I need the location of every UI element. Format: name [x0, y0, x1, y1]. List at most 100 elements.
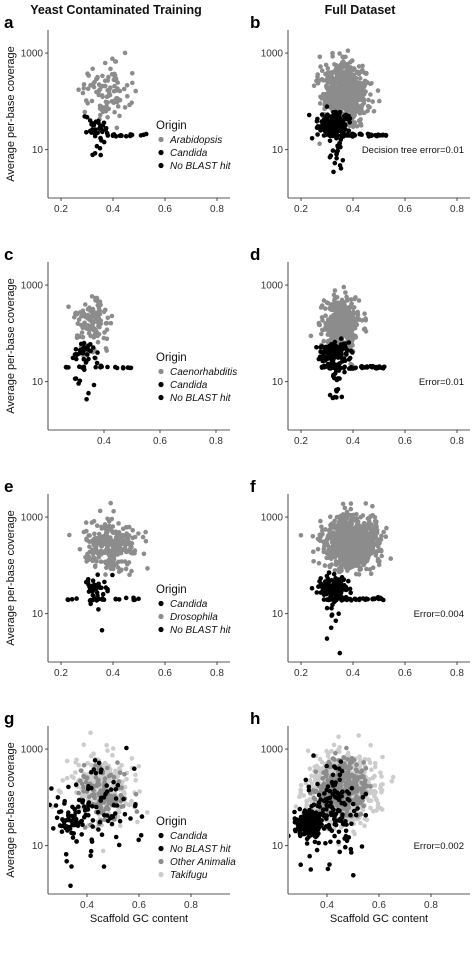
data-point — [73, 376, 79, 381]
data-point — [345, 48, 351, 53]
data-point — [95, 810, 101, 815]
data-point — [106, 519, 112, 524]
data-point — [143, 529, 148, 535]
data-point — [97, 308, 102, 313]
data-point — [380, 754, 385, 760]
data-point — [81, 804, 87, 809]
data-point — [318, 518, 323, 524]
data-point — [95, 333, 100, 339]
data-point — [95, 778, 101, 784]
data-point — [86, 803, 91, 808]
data-point — [374, 541, 380, 547]
data-point — [86, 343, 91, 349]
x-tick-label: 0.6 — [153, 436, 167, 447]
points-layer — [63, 294, 134, 402]
legend-entry-label: Candida — [170, 599, 208, 610]
data-point — [323, 306, 328, 311]
data-point — [375, 558, 381, 564]
data-point — [338, 355, 344, 361]
data-point — [54, 815, 60, 821]
data-point — [84, 559, 89, 564]
data-point — [366, 97, 371, 103]
data-point — [129, 798, 134, 804]
data-point — [98, 318, 104, 324]
data-point — [351, 108, 356, 114]
data-point — [128, 816, 133, 821]
data-point — [138, 133, 144, 138]
panel-letter: c — [4, 245, 13, 264]
data-point — [360, 795, 366, 800]
data-point — [112, 811, 118, 816]
data-point — [327, 364, 333, 369]
data-point — [78, 819, 83, 825]
data-point — [348, 506, 354, 512]
points-layer — [65, 500, 150, 633]
data-point — [280, 799, 285, 804]
data-point — [341, 755, 346, 760]
data-point — [323, 313, 328, 319]
data-point — [55, 795, 61, 800]
data-point — [105, 315, 111, 321]
data-point — [374, 808, 379, 813]
data-point — [330, 772, 336, 778]
data-point — [136, 764, 142, 769]
data-point — [91, 320, 96, 325]
data-point — [115, 104, 121, 109]
data-point — [108, 320, 114, 326]
data-point — [339, 345, 345, 351]
data-point — [79, 832, 84, 837]
data-point — [102, 105, 107, 111]
panel-letter: e — [4, 477, 13, 496]
data-point — [330, 547, 336, 553]
data-point — [348, 297, 354, 302]
data-point — [67, 826, 73, 831]
data-point — [324, 86, 330, 91]
data-point — [91, 518, 97, 524]
data-point — [132, 534, 138, 540]
data-point — [92, 133, 98, 139]
data-point — [87, 598, 93, 603]
data-point — [88, 308, 93, 314]
data-point — [329, 535, 334, 540]
data-point — [113, 59, 119, 64]
data-point — [331, 352, 337, 358]
data-point — [111, 774, 117, 780]
data-point — [118, 533, 123, 538]
data-point — [117, 823, 123, 829]
data-point — [116, 569, 122, 575]
data-point — [298, 791, 304, 796]
y-tick-label: 10 — [272, 377, 284, 388]
data-point — [71, 831, 76, 836]
data-point — [82, 114, 87, 119]
data-point — [338, 336, 344, 341]
data-point — [315, 546, 321, 552]
data-point — [378, 595, 383, 601]
data-point — [345, 750, 351, 756]
data-point — [380, 365, 385, 371]
data-point — [344, 520, 350, 526]
data-point — [342, 358, 348, 364]
data-point — [306, 112, 312, 118]
data-point — [334, 560, 339, 566]
data-point — [91, 80, 96, 86]
data-point — [323, 841, 328, 846]
data-point — [351, 808, 357, 814]
data-point — [345, 536, 351, 542]
data-point — [113, 787, 119, 792]
legend-swatch — [158, 858, 164, 865]
y-tick-label: 1000 — [21, 49, 44, 60]
data-point — [123, 595, 129, 601]
data-point — [76, 762, 82, 768]
legend-title: Origin — [156, 352, 187, 364]
data-point — [122, 50, 128, 56]
legend-swatch — [158, 136, 164, 143]
legend-entry-label: Other Animalia — [170, 857, 236, 868]
data-point — [128, 550, 134, 555]
data-point — [341, 332, 347, 338]
data-point — [339, 794, 345, 799]
data-point — [327, 578, 333, 584]
x-tick-label: 0.6 — [158, 204, 172, 215]
data-point — [330, 54, 335, 59]
